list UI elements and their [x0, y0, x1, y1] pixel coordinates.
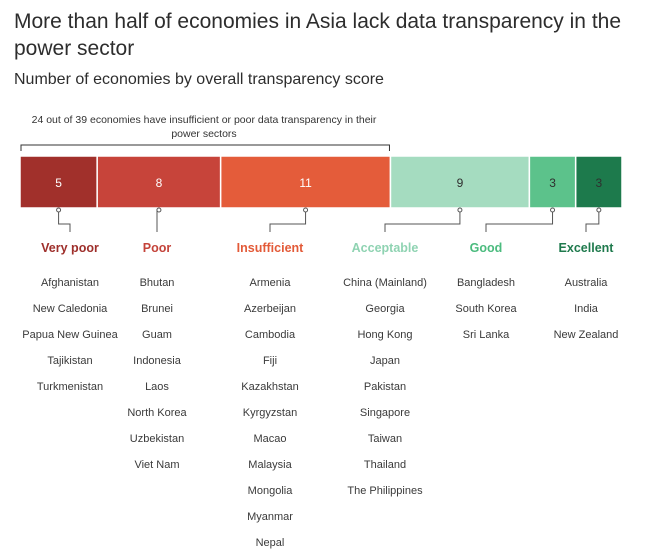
country-list-excellent: Australia India New Zealand [554, 270, 619, 348]
country-item: Australia [564, 277, 608, 289]
bar-value-label: 5 [55, 176, 62, 190]
category-label-very-poor: Very poor [41, 241, 99, 255]
chart-title: More than half of economies in Asia lack… [14, 10, 622, 60]
category-label-good: Good [469, 241, 503, 255]
leader-dot [457, 207, 463, 213]
country-item: Papua New Guinea [22, 329, 118, 341]
country-item: Japan [370, 355, 400, 367]
country-list-acceptable: China (Mainland) Georgia Hong Kong Japan Pak… [343, 270, 427, 504]
category-label-acceptable: Acceptable [351, 241, 419, 255]
leader-line [485, 209, 554, 232]
country-item: Georgia [365, 303, 405, 315]
country-item: Tajikistan [47, 355, 93, 367]
country-list-insufficient: Armenia Azerbeijan Cambodia Fiji Kazakhstan K… [241, 270, 298, 556]
country-list-poor: Bhutan Brunei Guam Indonesia Laos North Korea… [127, 270, 186, 478]
country-item: Taiwan [367, 433, 403, 445]
country-item: Indonesia [133, 355, 181, 367]
country-item: Azerbeijan [244, 303, 296, 315]
bracket-line [20, 144, 390, 151]
country-item: The Philippines [347, 485, 423, 497]
country-item: Kyrgyzstan [242, 407, 298, 419]
country-item: Sri Lanka [462, 329, 510, 341]
bar-value-label: 11 [299, 176, 312, 190]
category-label-excellent: Excellent [558, 241, 614, 255]
bar-value-label: 8 [156, 176, 163, 190]
leader-dot [56, 207, 62, 213]
category-label-insufficient: Insufficient [236, 241, 304, 255]
country-item: South Korea [455, 303, 517, 315]
country-list-very-poor: Afghanistan New Caledonia Papua New Guinea… [22, 270, 117, 400]
bar-value-label: 3 [549, 176, 556, 190]
country-item: Macao [253, 433, 287, 445]
country-item: Thailand [363, 459, 407, 471]
leader-dot [596, 207, 602, 213]
country-item: Uzbekistan [129, 433, 185, 445]
country-item: Singapore [359, 407, 411, 419]
country-item: Laos [145, 381, 169, 393]
country-item: Nepal [255, 537, 285, 549]
country-list-good: Bangladesh South Korea Sri Lanka [455, 270, 516, 348]
country-item: Brunei [141, 303, 173, 315]
bar-segment-good [528, 155, 577, 209]
bracket-annotation: 24 out of 39 economies have insufficient… [31, 114, 377, 140]
bar-value-label: 9 [457, 176, 464, 190]
country-item: Armenia [249, 277, 291, 289]
bar-segment-acceptable [389, 155, 531, 209]
leader-dot [156, 207, 162, 213]
country-item: Fiji [262, 355, 278, 367]
category-label-poor: Poor [142, 241, 172, 255]
bar-segment-excellent [574, 155, 623, 209]
country-item: Afghanistan [40, 277, 100, 289]
country-item: Turkmenistan [36, 381, 104, 393]
country-item: Bangladesh [456, 277, 516, 289]
country-item: Hong Kong [357, 329, 413, 341]
country-item: Guam [142, 329, 172, 341]
country-item: North Korea [127, 407, 187, 419]
leader-line [269, 209, 307, 232]
country-item: Myanmar [247, 511, 293, 523]
country-item: Cambodia [244, 329, 296, 341]
leader-dot [550, 207, 556, 213]
country-item: China (Mainland) [343, 277, 427, 289]
leader-dot [303, 207, 309, 213]
country-item: New Caledonia [32, 303, 108, 315]
country-item: Pakistan [363, 381, 407, 393]
chart-subtitle: Number of economies by overall transpare… [14, 71, 384, 88]
bar-value-label: 3 [596, 176, 603, 190]
leader-line [384, 209, 461, 232]
leader-line [58, 209, 71, 232]
country-item: Mongolia [247, 485, 293, 497]
country-item: Viet Nam [134, 459, 180, 471]
country-item: New Zealand [553, 329, 619, 341]
country-item: India [574, 303, 598, 315]
country-item: Kazakhstan [241, 381, 299, 393]
country-item: Bhutan [139, 277, 175, 289]
leader-line [585, 209, 600, 232]
country-item: Malaysia [248, 459, 292, 471]
